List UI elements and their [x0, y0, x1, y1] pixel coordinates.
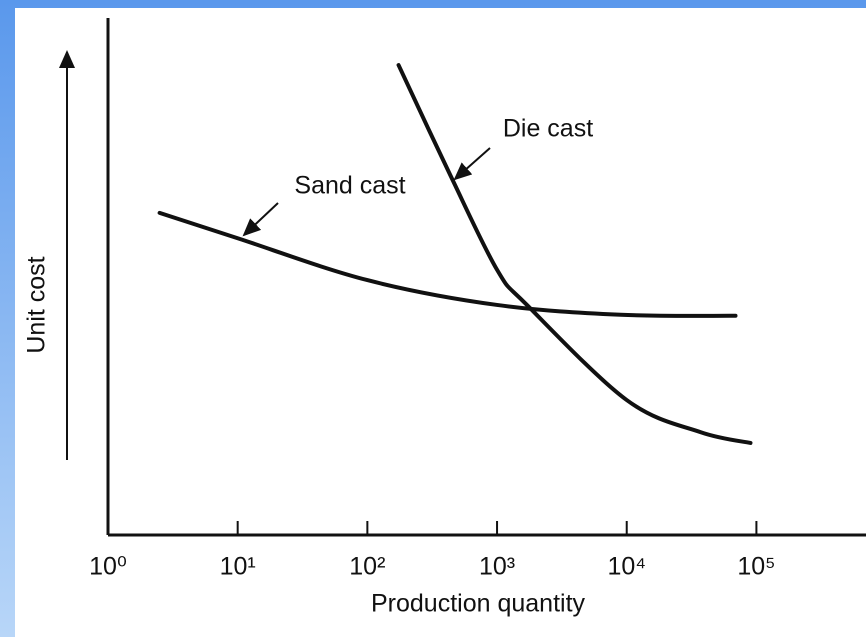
annotation-arrow [453, 147, 491, 181]
x-tick-label: 10³ [479, 553, 515, 581]
y-axis-label: Unit cost [23, 256, 51, 353]
line [157, 210, 738, 318]
x-tick-label: 10¹ [220, 553, 256, 581]
x-tick-label: 10⁴ [607, 553, 646, 581]
x-tick-label: 10⁰ [89, 553, 127, 581]
annotation: Sand cast [294, 172, 405, 200]
line [396, 63, 753, 445]
x-tick-label: 10⁵ [737, 553, 775, 581]
annotation: Die cast [503, 115, 593, 143]
panel [15, 8, 866, 637]
x-tick-label: 10² [349, 553, 385, 581]
annotation-arrow [242, 202, 279, 237]
x-axis-label: Production quantity [371, 590, 586, 618]
